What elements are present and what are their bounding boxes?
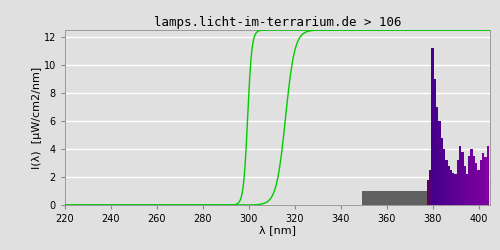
- Bar: [480, 160, 482, 205]
- X-axis label: λ [nm]: λ [nm]: [259, 226, 296, 235]
- Bar: [443, 149, 445, 205]
- Bar: [438, 121, 440, 205]
- Bar: [386, 191, 388, 205]
- Bar: [390, 191, 392, 205]
- Bar: [462, 152, 464, 205]
- Bar: [367, 191, 370, 205]
- Bar: [404, 191, 406, 205]
- Bar: [418, 191, 420, 205]
- Bar: [484, 158, 486, 205]
- Bar: [365, 191, 367, 205]
- Bar: [420, 191, 422, 205]
- Bar: [416, 191, 418, 205]
- Bar: [408, 191, 411, 205]
- Bar: [362, 191, 365, 205]
- Bar: [392, 191, 394, 205]
- Bar: [427, 180, 429, 205]
- Bar: [434, 79, 436, 205]
- Bar: [399, 191, 402, 205]
- Bar: [429, 170, 432, 205]
- Bar: [376, 191, 378, 205]
- Bar: [432, 48, 434, 205]
- Bar: [448, 166, 450, 205]
- Bar: [422, 191, 424, 205]
- Bar: [450, 170, 452, 205]
- Bar: [372, 191, 374, 205]
- Bar: [424, 191, 427, 205]
- Bar: [454, 174, 456, 205]
- Bar: [475, 163, 478, 205]
- Bar: [402, 191, 404, 205]
- Bar: [413, 191, 416, 205]
- Bar: [466, 174, 468, 205]
- Bar: [370, 191, 372, 205]
- Bar: [452, 173, 454, 205]
- Bar: [470, 149, 473, 205]
- Bar: [464, 166, 466, 205]
- Bar: [374, 191, 376, 205]
- Bar: [440, 138, 443, 205]
- Bar: [482, 153, 484, 205]
- Bar: [394, 191, 397, 205]
- Title: lamps.licht-im-terrarium.de > 106: lamps.licht-im-terrarium.de > 106: [154, 16, 401, 29]
- Bar: [383, 191, 386, 205]
- Bar: [388, 191, 390, 205]
- Bar: [381, 191, 383, 205]
- Bar: [445, 160, 448, 205]
- Bar: [436, 107, 438, 205]
- Bar: [478, 170, 480, 205]
- Bar: [459, 146, 462, 205]
- Bar: [410, 191, 413, 205]
- Bar: [378, 191, 381, 205]
- Bar: [456, 160, 459, 205]
- Bar: [468, 156, 470, 205]
- Bar: [472, 156, 475, 205]
- Bar: [397, 191, 400, 205]
- Bar: [406, 191, 408, 205]
- Bar: [486, 146, 489, 205]
- Y-axis label: I(λ)  [μW/cm2/nm]: I(λ) [μW/cm2/nm]: [32, 66, 42, 168]
